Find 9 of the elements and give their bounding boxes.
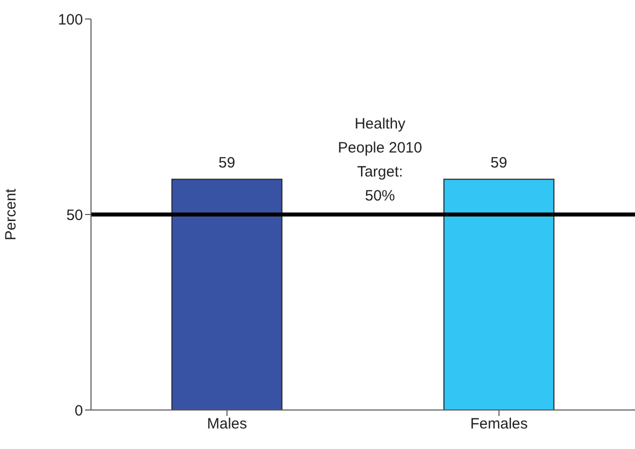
y-tick-label: 100: [58, 11, 83, 28]
x-tick-label: Males: [206, 416, 248, 433]
x-tick-label: Females: [470, 416, 528, 433]
y-axis-title: Percent: [2, 188, 20, 240]
data-label: 59: [218, 154, 236, 172]
data-label: 59: [490, 154, 508, 172]
y-tick-label: 0: [74, 402, 83, 420]
y-tick-label: 50: [66, 206, 83, 224]
ref-line-label: Healthy People 2010 Target: 50%: [338, 116, 422, 204]
